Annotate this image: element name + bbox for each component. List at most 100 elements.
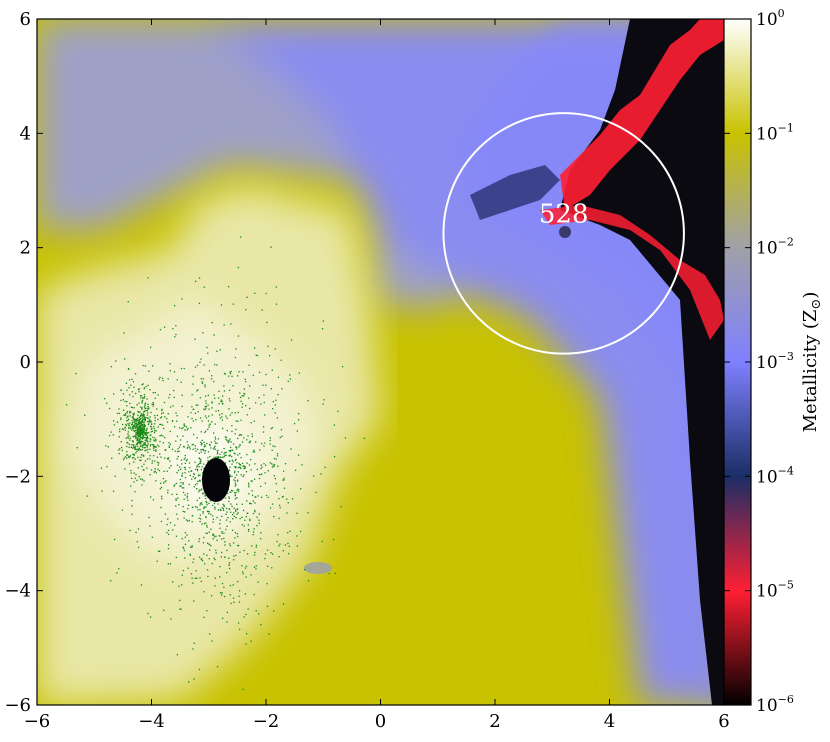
- star-particle: [228, 562, 231, 564]
- star-particle: [193, 408, 195, 410]
- star-particle: [158, 378, 160, 380]
- star-particle: [182, 482, 184, 484]
- star-particle: [229, 545, 232, 547]
- star-particle: [230, 511, 232, 513]
- star-particle: [194, 461, 196, 463]
- star-particle: [216, 350, 218, 352]
- star-particle: [271, 466, 274, 468]
- star-particle: [143, 397, 145, 399]
- star-particle: [199, 504, 201, 506]
- star-particle: [275, 482, 277, 485]
- star-particle: [221, 419, 224, 421]
- star-particle: [200, 431, 202, 433]
- star-particle: [141, 454, 143, 456]
- star-particle: [204, 431, 206, 434]
- star-particle: [283, 487, 286, 489]
- star-particle: [236, 437, 239, 440]
- star-particle: [128, 424, 130, 427]
- star-particle: [142, 469, 144, 471]
- star-particle: [337, 410, 339, 413]
- star-particle: [211, 562, 213, 565]
- star-particle: [131, 391, 133, 393]
- star-particle: [207, 420, 210, 422]
- star-particle: [146, 467, 148, 469]
- star-particle: [126, 450, 128, 453]
- star-particle: [154, 419, 156, 422]
- star-particle: [150, 469, 153, 471]
- star-particle: [236, 497, 238, 499]
- star-particle: [181, 584, 183, 586]
- star-particle: [169, 370, 171, 372]
- star-particle: [239, 396, 242, 399]
- star-particle: [321, 540, 323, 543]
- star-particle: [139, 435, 141, 438]
- star-particle: [248, 464, 251, 466]
- star-particle: [205, 532, 207, 534]
- star-particle: [184, 468, 187, 471]
- star-particle: [202, 542, 205, 544]
- star-particle: [244, 466, 246, 469]
- star-particle: [231, 430, 233, 433]
- star-particle: [131, 429, 133, 431]
- star-particle: [234, 433, 236, 435]
- star-particle: [294, 469, 297, 471]
- star-particle: [141, 400, 143, 403]
- star-particle: [154, 470, 156, 472]
- star-particle: [150, 439, 152, 441]
- star-particle: [137, 419, 139, 421]
- star-particle: [159, 440, 161, 443]
- star-particle: [196, 390, 198, 392]
- star-particle: [140, 449, 142, 451]
- star-particle: [137, 414, 139, 416]
- star-particle: [149, 473, 151, 476]
- star-particle: [196, 577, 198, 579]
- star-particle: [135, 436, 137, 438]
- star-particle: [179, 427, 181, 429]
- star-particle: [236, 480, 239, 482]
- star-particle: [219, 453, 221, 455]
- star-particle: [288, 545, 291, 548]
- star-particle: [263, 445, 265, 447]
- star-particle: [146, 421, 149, 423]
- star-particle: [198, 556, 201, 558]
- star-particle: [187, 446, 189, 448]
- star-particle: [135, 433, 137, 435]
- star-particle: [251, 494, 254, 496]
- star-particle: [143, 428, 145, 430]
- star-particle: [230, 323, 232, 325]
- star-particle: [137, 546, 140, 549]
- star-particle: [176, 513, 178, 515]
- star-particle: [238, 446, 240, 448]
- star-particle: [167, 544, 170, 546]
- star-particle: [224, 497, 227, 499]
- star-particle: [197, 389, 199, 391]
- star-particle: [188, 471, 190, 473]
- star-particle: [232, 597, 235, 599]
- star-particle: [210, 441, 212, 443]
- star-particle: [169, 460, 171, 462]
- star-particle: [203, 536, 205, 539]
- star-particle: [234, 470, 236, 472]
- star-particle: [199, 460, 201, 463]
- star-particle: [271, 449, 273, 452]
- star-particle: [143, 421, 145, 423]
- star-particle: [137, 528, 140, 530]
- star-particle: [243, 525, 245, 527]
- star-particle: [218, 414, 221, 416]
- star-particle: [200, 444, 202, 446]
- star-particle: [140, 395, 143, 397]
- star-particle: [239, 466, 241, 468]
- star-particle: [243, 467, 245, 470]
- star-particle: [204, 386, 206, 388]
- star-particle: [180, 485, 182, 487]
- star-particle: [142, 436, 144, 438]
- star-particle: [141, 465, 143, 468]
- star-particle: [160, 506, 162, 509]
- star-particle: [134, 477, 136, 480]
- star-particle: [142, 419, 144, 421]
- star-particle: [182, 435, 184, 437]
- star-particle: [183, 549, 186, 552]
- star-particle: [214, 438, 217, 440]
- star-particle: [153, 445, 156, 447]
- star-particle: [236, 513, 238, 515]
